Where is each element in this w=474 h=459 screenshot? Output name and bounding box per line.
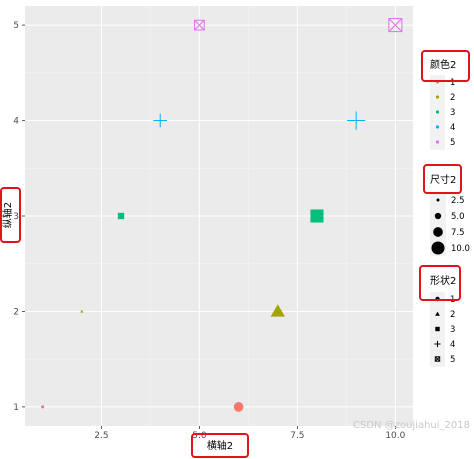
- legend-shape-key: [435, 311, 440, 316]
- data-point: [41, 405, 45, 409]
- data-point: [153, 113, 168, 128]
- data-point: [388, 18, 403, 33]
- highlight-box-legend-shape: [419, 265, 461, 301]
- legend-shape-label: 3: [450, 325, 455, 335]
- legend-color-title: 颜色2: [430, 58, 456, 71]
- legend-size-key: [436, 198, 440, 202]
- y-tick-label: 3: [13, 212, 19, 222]
- y-tick-label: 2: [13, 307, 19, 317]
- legend-shape-key: [435, 326, 440, 332]
- data-point: [310, 209, 324, 223]
- highlight-box-legend-color: [421, 50, 470, 82]
- legend-color-label: 1: [450, 78, 455, 88]
- legend-shape-label: 5: [450, 355, 455, 365]
- data-point: [117, 212, 125, 220]
- y-tick-label: 4: [13, 117, 19, 127]
- legend-size-label: 5.0: [451, 212, 465, 222]
- x-axis-title: 横轴2: [207, 439, 233, 452]
- legend-shape-key: [434, 340, 441, 348]
- x-tick-label: 5.0: [192, 431, 207, 441]
- legend-size-key: [434, 212, 442, 220]
- data-point: [194, 19, 205, 31]
- y-tick-label: 1: [13, 403, 19, 413]
- legend-color-key: [435, 125, 440, 129]
- data-point: [347, 111, 366, 130]
- highlight-box-x-title: [191, 433, 249, 458]
- legend-size-label: 2.5: [451, 196, 465, 206]
- legend-size-title: 尺寸2: [430, 173, 456, 186]
- legend-shape-title: 形状2: [430, 274, 456, 287]
- x-tick-label: 10.0: [385, 431, 405, 441]
- legend-size-key: [433, 227, 443, 237]
- data-point: [233, 402, 244, 412]
- legend-color-key: [435, 140, 440, 144]
- watermark: CSDN @zoujiahui_2018: [353, 420, 470, 431]
- legend-color-label: 2: [450, 93, 455, 103]
- legend-color-key: [435, 110, 440, 114]
- x-tick-label: 2.5: [94, 431, 108, 441]
- data-point: [80, 309, 84, 313]
- legend-color-label: 3: [450, 108, 455, 118]
- legend-shape-key: [434, 356, 441, 362]
- legend-shape-label: 2: [450, 310, 455, 320]
- legend-size-label: 7.5: [451, 228, 465, 238]
- y-tick-label: 5: [13, 21, 19, 31]
- highlight-box-legend-size: [423, 164, 462, 194]
- legend-color-label: 4: [450, 123, 455, 133]
- highlight-box-y-title: [0, 187, 21, 243]
- data-point: [270, 304, 285, 317]
- legend-color-key: [435, 95, 440, 99]
- legend-shape-label: 4: [450, 340, 455, 350]
- x-tick-label: 7.5: [290, 431, 304, 441]
- y-axis-title: 纵轴2: [1, 202, 14, 228]
- legend-size-label: 10.0: [451, 244, 470, 254]
- legend-size-key: [431, 241, 445, 255]
- legend-color-label: 5: [450, 138, 455, 148]
